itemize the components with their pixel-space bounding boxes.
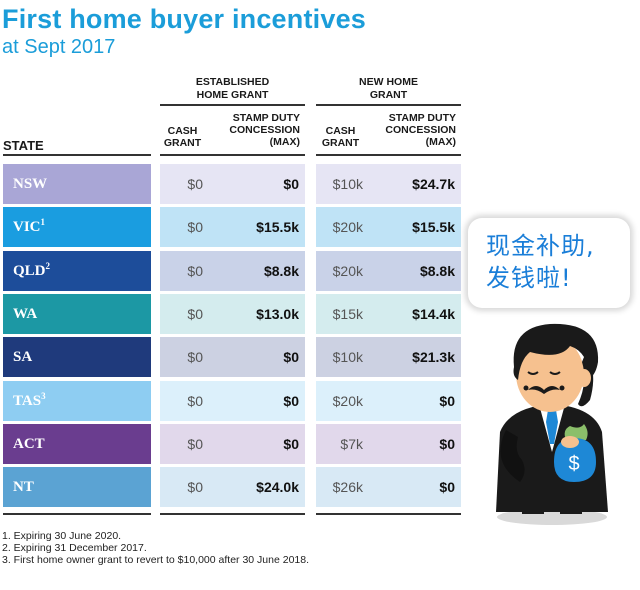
cell-est-stamp: $0	[209, 424, 305, 464]
cell-new-cash: $15k	[316, 294, 369, 334]
state-footnote-marker: 2	[45, 261, 51, 271]
footnote-3: 3. First home owner grant to revert to $…	[2, 554, 310, 566]
state-label: SA	[3, 337, 151, 377]
page-title: First home buyer incentives	[2, 4, 367, 34]
cell-est-cash: $0	[160, 467, 209, 507]
cell-est-stamp: $15.5k	[209, 207, 305, 247]
col-header-est-cash: CASH GRANT	[160, 125, 205, 149]
footnote-2: 2. Expiring 31 December 2017.	[2, 542, 147, 554]
cell-new-stamp: $0	[369, 381, 461, 421]
col-header-state: STATE	[3, 138, 44, 153]
cell-new-cash: $10k	[316, 337, 369, 377]
state-name: TAS	[13, 393, 42, 409]
cell-est-stamp: $13.0k	[209, 294, 305, 334]
cell-new-cash: $20k	[316, 207, 369, 247]
header-rule-new	[316, 154, 461, 156]
businessman-mascot-icon: $	[496, 323, 608, 525]
cell-new-cash: $10k	[316, 164, 369, 204]
cell-est-stamp: $24.0k	[209, 467, 305, 507]
state-name: ACT	[13, 436, 45, 452]
bubble-line-2: 发钱啦!	[486, 264, 572, 292]
speech-bubble: 现金补助, 发钱啦!	[468, 218, 630, 308]
state-label: NSW	[3, 164, 151, 204]
group-established-rule	[160, 104, 305, 106]
state-label: NT	[3, 467, 151, 507]
col-header-new-cash: CASH GRANT	[318, 125, 363, 149]
cell-new-stamp: $21.3k	[369, 337, 461, 377]
col-header-est-stamp-label: STAMP DUTY CONCESSION (MAX)	[229, 112, 300, 148]
state-name: NSW	[13, 176, 48, 192]
group-established-header: ESTABLISHED HOME GRANT	[160, 76, 305, 102]
bubble-text: 现金补助, 发钱啦!	[486, 230, 595, 294]
col-header-new-stamp: STAMP DUTY CONCESSION (MAX)	[368, 112, 456, 148]
header-rule-established	[160, 154, 305, 156]
table-bottom-rule-established	[160, 513, 305, 515]
group-new-rule	[316, 104, 461, 106]
state-label: TAS3	[3, 381, 151, 421]
cell-est-stamp: $0	[209, 164, 305, 204]
state-footnote-marker: 1	[40, 217, 46, 227]
state-name: SA	[13, 349, 33, 365]
state-name: WA	[13, 306, 38, 322]
cell-est-cash: $0	[160, 294, 209, 334]
state-label: WA	[3, 294, 151, 334]
table-bottom-rule-new	[316, 513, 461, 515]
page-subtitle: at Sept 2017	[2, 36, 116, 58]
footnote-1: 1. Expiring 30 June 2020.	[2, 530, 122, 542]
cell-est-cash: $0	[160, 207, 209, 247]
col-header-new-stamp-label: STAMP DUTY CONCESSION (MAX)	[385, 112, 456, 148]
cell-new-cash: $20k	[316, 251, 369, 291]
cell-new-stamp: $14.4k	[369, 294, 461, 334]
header-rule-state	[3, 154, 151, 156]
footnotes: 1. Expiring 30 June 2020. 2. Expiring 31…	[2, 530, 309, 566]
group-new-label: NEW HOME GRANT	[359, 76, 418, 101]
cell-est-stamp: $0	[209, 337, 305, 377]
cell-new-stamp: $15.5k	[369, 207, 461, 247]
cell-est-cash: $0	[160, 251, 209, 291]
col-header-new-cash-label: CASH GRANT	[321, 125, 360, 149]
bubble-line-1: 现金补助,	[486, 232, 595, 260]
state-name: QLD	[13, 263, 46, 279]
state-name: NT	[13, 479, 34, 495]
cell-est-cash: $0	[160, 424, 209, 464]
money-bag-symbol: $	[568, 453, 579, 475]
group-new-header: NEW HOME GRANT	[316, 76, 461, 102]
state-label: ACT	[3, 424, 151, 464]
cell-est-stamp: $0	[209, 381, 305, 421]
table-bottom-rule-state	[3, 513, 151, 515]
cell-new-cash: $26k	[316, 467, 369, 507]
state-label: QLD2	[3, 251, 151, 291]
state-name: VIC	[13, 219, 41, 235]
cell-new-stamp: $0	[369, 424, 461, 464]
cell-new-cash: $7k	[316, 424, 369, 464]
state-label: VIC1	[3, 207, 151, 247]
col-header-est-cash-label: CASH GRANT	[163, 125, 202, 149]
cell-est-cash: $0	[160, 381, 209, 421]
cell-new-cash: $20k	[316, 381, 369, 421]
cell-est-cash: $0	[160, 164, 209, 204]
cell-new-stamp: $0	[369, 467, 461, 507]
col-header-est-stamp: STAMP DUTY CONCESSION (MAX)	[212, 112, 300, 148]
group-established-label: ESTABLISHED HOME GRANT	[195, 76, 270, 101]
cell-est-stamp: $8.8k	[209, 251, 305, 291]
cell-new-stamp: $24.7k	[369, 164, 461, 204]
state-footnote-marker: 3	[41, 391, 46, 401]
cell-new-stamp: $8.8k	[369, 251, 461, 291]
cell-est-cash: $0	[160, 337, 209, 377]
